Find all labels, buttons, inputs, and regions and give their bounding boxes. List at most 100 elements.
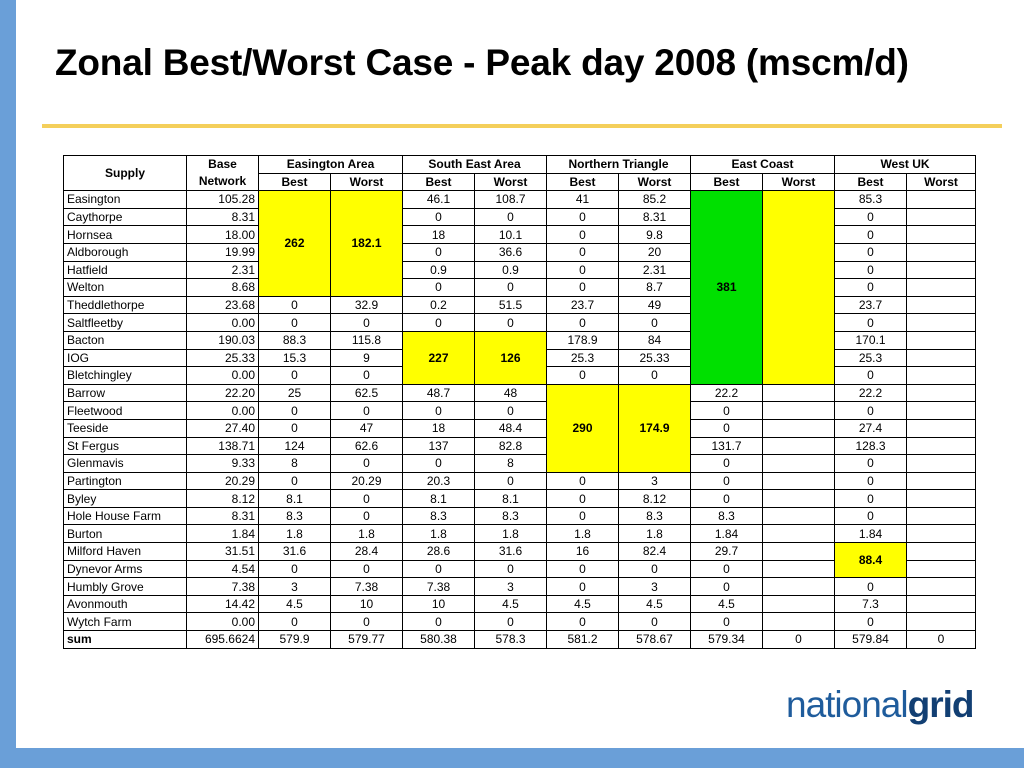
table-row: IOG 25.33 15.3 9 25.3 25.33 25.3 [63, 348, 976, 368]
sum-label: sum [63, 630, 187, 649]
value-cell: 20 [618, 242, 691, 262]
value-cell: 28.6 [402, 542, 475, 561]
supply-name-cell: Milford Haven [63, 542, 187, 561]
value-cell [906, 524, 976, 544]
value-cell: 8.12 [618, 489, 691, 508]
value-cell: 0 [474, 559, 547, 579]
title-divider [42, 124, 1002, 128]
merged-northern-worst: 174.9 [618, 383, 691, 473]
zone-header: West UK [834, 155, 976, 174]
base-network-cell: 25.33 [186, 348, 259, 368]
table-row: St Fergus 138.71 124 62.6 137 82.8 131.7 128.3 [63, 436, 976, 456]
value-cell: 0 [834, 489, 907, 508]
base-network-cell: 1.84 [186, 524, 259, 544]
value-cell: 0 [834, 366, 907, 385]
worst-header: Worst [330, 172, 403, 192]
value-cell: 25.3 [834, 348, 907, 368]
table-row: Glenmavis 9.33 8 0 0 8 0 0 [63, 454, 976, 473]
table-row: Avonmouth 14.42 4.5 10 10 4.5 4.5 4.5 4.5 7.3 [63, 594, 976, 614]
value-cell: 0 [330, 401, 403, 420]
value-cell [762, 436, 835, 456]
value-cell: 0.9 [402, 260, 475, 280]
value-cell: 0 [546, 313, 619, 332]
value-cell: 31.6 [258, 542, 331, 561]
base-network-cell: 20.29 [186, 471, 259, 491]
table-row: Caythorpe 8.31 0 0 0 8.31 0 [63, 207, 976, 227]
value-cell [906, 436, 976, 456]
value-cell: 4.5 [618, 594, 691, 614]
value-cell: 0 [834, 612, 907, 632]
worst-header: Worst [762, 172, 835, 192]
value-cell: 0 [546, 559, 619, 579]
header-row-2: Best Worst Best Worst Best Worst Best Wo… [64, 172, 976, 192]
merged-easington-worst: 182.1 [330, 190, 403, 297]
value-cell: 0 [834, 454, 907, 473]
sum-value-cell: 581.2 [546, 630, 619, 649]
supply-name-cell: Caythorpe [63, 207, 187, 227]
best-header: Best [258, 172, 331, 192]
value-cell: 10.1 [474, 225, 547, 244]
value-cell: 47 [330, 418, 403, 438]
value-cell: 0 [402, 559, 475, 579]
value-cell: 62.6 [330, 436, 403, 456]
sum-value-cell: 579.34 [690, 630, 763, 649]
supply-name-cell: Easington [63, 190, 187, 209]
supply-header: Supply [63, 154, 187, 192]
value-cell: 1.84 [690, 524, 763, 544]
value-cell: 1.8 [618, 524, 691, 544]
value-cell: 8.1 [474, 489, 547, 508]
base-network-cell: 9.33 [186, 454, 259, 473]
zone-header: South East Area [402, 155, 547, 174]
merged-easington-best: 262 [258, 190, 331, 297]
supply-name-cell: Theddlethorpe [63, 295, 187, 315]
value-cell: 82.8 [474, 436, 547, 456]
sum-value-cell: 578.67 [618, 630, 691, 649]
merged-eastcoast-best: 381 [690, 190, 763, 385]
value-cell: 48.4 [474, 418, 547, 438]
value-cell: 0 [834, 471, 907, 491]
value-cell [906, 330, 976, 350]
value-cell: 0 [258, 471, 331, 491]
value-cell: 3 [618, 471, 691, 491]
base-network-cell: 14.42 [186, 594, 259, 614]
value-cell: 108.7 [474, 190, 547, 209]
value-cell [762, 454, 835, 473]
value-cell: 0 [474, 207, 547, 227]
value-cell: 29.7 [690, 542, 763, 561]
value-cell: 48.7 [402, 383, 475, 403]
value-cell [906, 260, 976, 280]
worst-header: Worst [618, 172, 691, 192]
zone-header: Northern Triangle [546, 155, 691, 174]
value-cell: 4.5 [690, 594, 763, 614]
value-cell: 8 [258, 454, 331, 473]
value-cell: 0 [330, 313, 403, 332]
base-network-cell: 8.31 [186, 207, 259, 227]
value-cell: 4.5 [258, 594, 331, 614]
value-cell [762, 524, 835, 544]
value-cell: 0 [690, 612, 763, 632]
merged-northern-best: 290 [546, 383, 619, 473]
supply-name-cell: Avonmouth [63, 594, 187, 614]
value-cell: 25 [258, 383, 331, 403]
supply-name-cell: Dynevor Arms [63, 559, 187, 579]
base-network-cell: 2.31 [186, 260, 259, 280]
value-cell: 0 [690, 471, 763, 491]
base-network-cell: 0.00 [186, 401, 259, 420]
value-cell [906, 489, 976, 508]
value-cell: 131.7 [690, 436, 763, 456]
value-cell: 8.3 [690, 506, 763, 526]
table-row: Teeside 27.40 0 47 18 48.4 0 27.4 [63, 418, 976, 438]
table-row: Milford Haven 31.51 31.6 28.4 28.6 31.6 16 82.4… [63, 542, 976, 579]
value-cell: 28.4 [330, 542, 403, 561]
value-cell: 0 [258, 313, 331, 332]
base-network-cell: 0.00 [186, 612, 259, 632]
value-cell: 0 [474, 401, 547, 420]
table-row: Hornsea 18.00 18 10.1 0 9.8 0 [63, 225, 976, 244]
value-cell: 115.8 [330, 330, 403, 350]
value-cell: 18 [402, 225, 475, 244]
value-cell: 178.9 [546, 330, 619, 350]
table-row: Fleetwood 0.00 0 0 0 0 0 0 [63, 401, 976, 420]
value-cell [906, 401, 976, 420]
base-network-cell: 8.12 [186, 489, 259, 508]
value-cell [906, 190, 976, 209]
